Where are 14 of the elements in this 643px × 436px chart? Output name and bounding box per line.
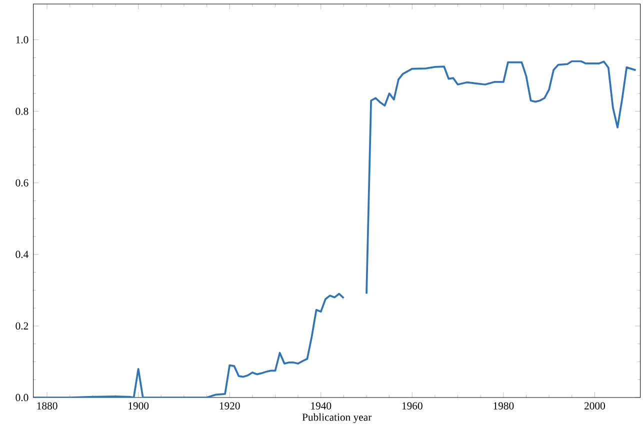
y-tick-label: 0.6 (16, 179, 28, 186)
y-tick-label: 1.0 (16, 36, 28, 44)
x-tick-label: 1920 (220, 402, 240, 410)
y-tick-label: 0.8 (16, 108, 28, 115)
y-tick-label: 0.2 (16, 322, 28, 330)
x-tick-label: 1940 (311, 402, 332, 410)
y-tick-label: 0.0 (16, 394, 28, 402)
x-tick-label: 1900 (128, 402, 149, 410)
x-tick-label: 1880 (37, 402, 58, 410)
y-tick-label: 0.4 (16, 250, 28, 258)
x-tick-label: 2000 (584, 402, 605, 410)
x-tick-label: 1980 (494, 402, 514, 410)
x-tick-label: 1960 (402, 402, 422, 410)
x-axis-title: Publication year (302, 413, 372, 423)
